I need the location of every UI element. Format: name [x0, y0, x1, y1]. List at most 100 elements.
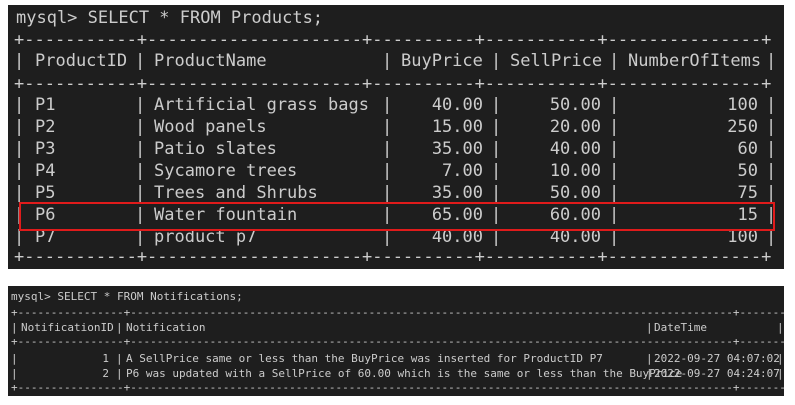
header-productid: ProductID: [35, 51, 128, 71]
column-separator: |: [609, 51, 620, 71]
cell-productname: product p7: [154, 227, 257, 247]
column-separator: |: [14, 161, 25, 181]
table-border-bottom: +----------------+----------------------…: [11, 381, 784, 394]
column-separator: |: [382, 161, 393, 181]
column-separator: |: [777, 367, 784, 380]
column-separator: |: [766, 51, 777, 71]
column-separator: |: [766, 95, 777, 115]
cell-buyprice: 40.00: [431, 227, 483, 247]
column-separator: |: [11, 321, 18, 334]
column-separator: |: [135, 227, 146, 247]
column-separator: |: [766, 139, 777, 159]
notifications-terminal-panel: mysql> SELECT * FROM Notifications; +---…: [8, 286, 784, 396]
header-sellprice: SellPrice: [510, 51, 603, 71]
column-separator: |: [777, 352, 784, 365]
cell-buyprice: 35.00: [431, 183, 483, 203]
header-numberofitems: NumberOfItems: [628, 51, 762, 71]
cell-sellprice: 40.00: [549, 227, 601, 247]
column-separator: |: [135, 205, 146, 225]
column-separator: |: [116, 367, 123, 380]
column-separator: |: [491, 161, 502, 181]
cell-numberofitems: 250: [727, 117, 758, 137]
cell-productname: Artificial grass bags: [154, 95, 369, 115]
column-separator: |: [135, 139, 146, 159]
cell-buyprice: 65.00: [431, 205, 483, 225]
column-separator: |: [766, 117, 777, 137]
column-separator: |: [491, 227, 502, 247]
column-separator: |: [766, 205, 777, 225]
table-border-mid: +-----------+---------------------+-----…: [14, 74, 772, 94]
column-separator: |: [491, 117, 502, 137]
cell-productid: P2: [35, 117, 56, 137]
column-separator: |: [14, 95, 25, 115]
table-border-top: +----------------+----------------------…: [11, 306, 784, 319]
cell-buyprice: 35.00: [431, 139, 483, 159]
cell-notificationid: 1: [102, 352, 109, 365]
column-separator: |: [491, 51, 502, 71]
column-separator: |: [14, 183, 25, 203]
column-separator: |: [609, 227, 620, 247]
column-separator: |: [777, 321, 784, 334]
column-separator: |: [646, 352, 653, 365]
cell-productname: Water fountain: [154, 205, 298, 225]
cell-numberofitems: 100: [727, 227, 758, 247]
column-separator: |: [491, 183, 502, 203]
cell-sellprice: 60.00: [549, 205, 601, 225]
column-separator: |: [382, 205, 393, 225]
column-separator: |: [11, 367, 18, 380]
cell-datetime: 2022-09-27 04:07:02: [654, 352, 780, 365]
column-separator: |: [14, 51, 25, 71]
column-separator: |: [382, 183, 393, 203]
cell-productid: P7: [35, 227, 56, 247]
table-border-bottom: +-----------+---------------------+-----…: [14, 247, 772, 267]
cell-productid: P1: [35, 95, 56, 115]
column-separator: |: [766, 227, 777, 247]
cell-numberofitems: 100: [727, 95, 758, 115]
column-separator: |: [135, 95, 146, 115]
column-separator: |: [646, 321, 653, 334]
header-notification: Notification: [126, 321, 206, 334]
products-terminal-panel: mysql> SELECT * FROM Products; +--------…: [8, 5, 784, 269]
cell-datetime: 2022-09-27 04:24:07: [654, 367, 780, 380]
products-command-line: mysql> SELECT * FROM Products;: [16, 8, 324, 28]
cell-buyprice: 15.00: [431, 117, 483, 137]
cell-sellprice: 50.00: [549, 183, 601, 203]
column-separator: |: [491, 95, 502, 115]
column-separator: |: [609, 117, 620, 137]
column-separator: |: [646, 367, 653, 380]
cell-notification: A SellPrice same or less than the BuyPri…: [126, 352, 603, 365]
column-separator: |: [116, 321, 123, 334]
header-notificationid: NotificationID: [21, 321, 114, 334]
column-separator: |: [609, 161, 620, 181]
cell-notification: P6 was updated with a SellPrice of 60.00…: [126, 367, 683, 380]
column-separator: |: [382, 117, 393, 137]
table-border-top: +-----------+---------------------+-----…: [14, 30, 772, 50]
header-datetime: DateTime: [654, 321, 707, 334]
cell-productname: Sycamore trees: [154, 161, 298, 181]
column-separator: |: [14, 139, 25, 159]
column-separator: |: [135, 183, 146, 203]
column-separator: |: [609, 183, 620, 203]
header-buyprice: BuyPrice: [401, 51, 483, 71]
cell-notificationid: 2: [102, 367, 109, 380]
column-separator: |: [382, 139, 393, 159]
column-separator: |: [491, 139, 502, 159]
column-separator: |: [766, 183, 777, 203]
table-border-mid: +----------------+----------------------…: [11, 335, 784, 348]
cell-numberofitems: 50: [737, 161, 758, 181]
cell-productid: P3: [35, 139, 56, 159]
cell-sellprice: 20.00: [549, 117, 601, 137]
cell-productname: Trees and Shrubs: [154, 183, 318, 203]
column-separator: |: [135, 161, 146, 181]
column-separator: |: [491, 205, 502, 225]
cell-productid: P5: [35, 183, 56, 203]
highlight-box-p6: [19, 202, 775, 231]
column-separator: |: [135, 51, 146, 71]
column-separator: |: [609, 139, 620, 159]
notifications-command-line: mysql> SELECT * FROM Notifications;: [11, 290, 243, 303]
cell-numberofitems: 75: [737, 183, 758, 203]
cell-productname: Patio slates: [154, 139, 277, 159]
cell-buyprice: 7.00: [442, 161, 483, 181]
cell-buyprice: 40.00: [431, 95, 483, 115]
column-separator: |: [135, 117, 146, 137]
